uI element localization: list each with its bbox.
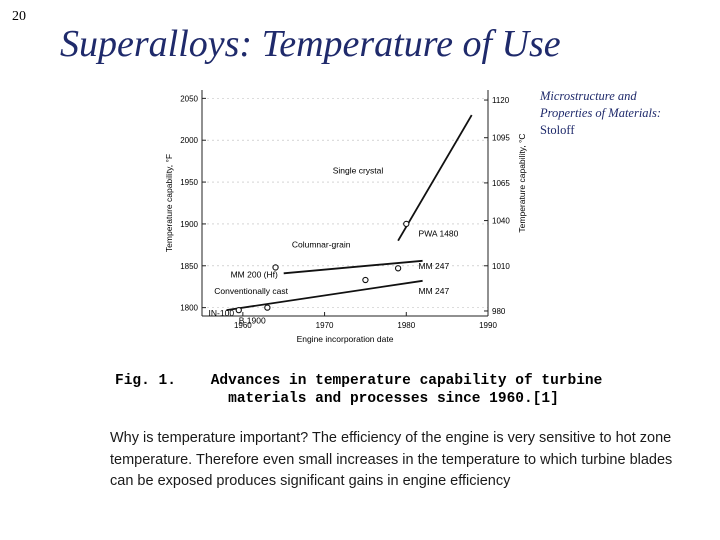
chart-axes (201, 90, 489, 317)
caption-label: Fig. 1. (115, 373, 176, 389)
chart-annotation: Conventionally cast (214, 286, 288, 296)
y-tick-label-left: 1850 (180, 262, 198, 271)
series-line-2 (397, 114, 473, 242)
caption-line-2: materials and processes since 1960.[1] (228, 391, 559, 407)
chart-annotation: MM 247 (419, 286, 450, 296)
data-marker (403, 220, 410, 228)
chart-annotation: B 1900 (239, 316, 266, 326)
chart-annotation: Columnar-grain (292, 239, 351, 249)
figure-caption: Fig. 1. Advances in temperature capabili… (115, 372, 602, 408)
y-tick-label-right: 1040 (492, 217, 510, 226)
y-tick-label-left: 1950 (180, 178, 198, 187)
series-line-0 (226, 279, 423, 311)
source-line-2: Properties of Materials: (540, 106, 662, 120)
slide-title: Superalloys: Temperature of Use (60, 23, 561, 65)
chart-annotation: MM 247 (419, 261, 450, 271)
x-tick-label: 1970 (316, 321, 334, 330)
x-tick-label: 1990 (479, 321, 497, 330)
data-marker (272, 264, 279, 271)
y-tick-label-right: 1095 (492, 134, 510, 143)
data-marker (264, 304, 271, 311)
x-tick-label: 1980 (397, 321, 415, 330)
y-tick-label-right: 980 (492, 307, 506, 316)
chart-annotation: Single crystal (333, 166, 384, 176)
y-axis-title-left: Temperature capability, °F (164, 154, 174, 252)
y-tick-label-right: 1120 (492, 96, 510, 105)
data-marker (362, 276, 369, 284)
y-tick-label-left: 2000 (180, 136, 198, 145)
chart-annotation: PWA 1480 (419, 228, 459, 238)
y-tick-label-right: 1010 (492, 262, 510, 271)
caption-line-1: Advances in temperature capability of tu… (210, 373, 603, 389)
temperature-chart: 1800 1850 1900 1950 2000 2050 980 1010 1040 1065 1… (164, 90, 527, 344)
y-axis-title-right: Temperature capability, °C (517, 133, 527, 232)
y-tick-label-left: 1900 (180, 220, 198, 229)
source-author: Stoloff (540, 123, 575, 137)
y-tick-label-right: 1065 (492, 179, 510, 188)
series-line-1 (283, 259, 423, 275)
x-axis-title: Engine incorporation date (297, 334, 394, 344)
chart-annotation: IN-100 (209, 308, 235, 318)
x-tick-label: 1960 (234, 321, 252, 330)
source-line-1: Microstructure and (540, 89, 637, 103)
y-tick-label-left: 2050 (180, 94, 198, 103)
body-paragraph: Why is temperature important? The effici… (110, 430, 673, 489)
chart-markers (235, 220, 410, 314)
slide-number: 20 (12, 9, 26, 24)
chart-series (226, 114, 473, 311)
data-marker (235, 306, 242, 314)
chart-labels: 1800 1850 1900 1950 2000 2050 980 1010 1040 1065 1… (164, 94, 527, 344)
source-citation: Microstructure and Properties of Materia… (540, 88, 661, 139)
data-marker (394, 265, 402, 272)
chart-annotation: MM 200 (Hf) (231, 269, 278, 279)
y-tick-label-left: 1800 (180, 304, 198, 313)
